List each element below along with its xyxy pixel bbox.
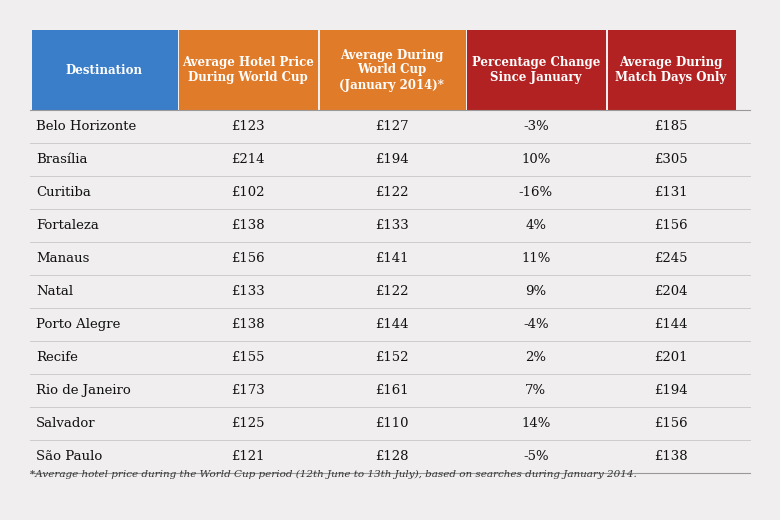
Text: Manaus: Manaus <box>36 252 90 265</box>
Text: £122: £122 <box>375 186 409 199</box>
Text: Average Hotel Price
During World Cup: Average Hotel Price During World Cup <box>182 56 314 84</box>
Text: £123: £123 <box>231 120 264 133</box>
Text: £122: £122 <box>375 285 409 298</box>
Text: Average During
World Cup
(January 2014)*: Average During World Cup (January 2014)* <box>339 48 445 92</box>
Text: £133: £133 <box>375 219 409 232</box>
Text: £161: £161 <box>375 384 409 397</box>
Text: 10%: 10% <box>521 153 551 166</box>
Text: £141: £141 <box>375 252 409 265</box>
Text: Curitiba: Curitiba <box>36 186 91 199</box>
Text: £144: £144 <box>654 318 687 331</box>
Bar <box>608 30 736 110</box>
Text: 14%: 14% <box>521 417 551 430</box>
Text: £125: £125 <box>231 417 264 430</box>
Text: £204: £204 <box>654 285 687 298</box>
Text: £102: £102 <box>231 186 264 199</box>
Text: Rio de Janeiro: Rio de Janeiro <box>36 384 131 397</box>
Text: £110: £110 <box>375 417 409 430</box>
Text: 4%: 4% <box>525 219 546 232</box>
Text: £121: £121 <box>231 450 264 463</box>
Bar <box>179 30 318 110</box>
Text: £201: £201 <box>654 351 687 364</box>
Text: £245: £245 <box>654 252 687 265</box>
Text: £305: £305 <box>654 153 688 166</box>
Text: £173: £173 <box>231 384 264 397</box>
Text: -16%: -16% <box>519 186 553 199</box>
Text: Recife: Recife <box>36 351 78 364</box>
Text: 7%: 7% <box>525 384 546 397</box>
Text: -3%: -3% <box>523 120 548 133</box>
Text: £214: £214 <box>231 153 264 166</box>
Text: £128: £128 <box>375 450 409 463</box>
Text: £156: £156 <box>231 252 264 265</box>
Text: £138: £138 <box>654 450 688 463</box>
Text: £127: £127 <box>375 120 409 133</box>
Text: £156: £156 <box>654 417 688 430</box>
Text: Natal: Natal <box>36 285 73 298</box>
Text: Percentage Change
Since January: Percentage Change Since January <box>472 56 600 84</box>
Bar <box>467 30 606 110</box>
Text: £155: £155 <box>231 351 264 364</box>
Text: £185: £185 <box>654 120 687 133</box>
Text: £194: £194 <box>375 153 409 166</box>
Text: 9%: 9% <box>525 285 546 298</box>
Text: £138: £138 <box>231 318 264 331</box>
Text: Porto Alegre: Porto Alegre <box>36 318 120 331</box>
Text: £131: £131 <box>654 186 688 199</box>
Bar <box>31 30 178 110</box>
Text: £152: £152 <box>375 351 409 364</box>
Text: Average During
Match Days Only: Average During Match Days Only <box>615 56 726 84</box>
Text: Belo Horizonte: Belo Horizonte <box>36 120 136 133</box>
Text: Fortaleza: Fortaleza <box>36 219 99 232</box>
Text: Destination: Destination <box>66 63 142 76</box>
Text: £144: £144 <box>375 318 409 331</box>
Text: São Paulo: São Paulo <box>36 450 102 463</box>
Text: -4%: -4% <box>523 318 548 331</box>
Text: £194: £194 <box>654 384 688 397</box>
Text: Brasília: Brasília <box>36 153 87 166</box>
Text: Salvador: Salvador <box>36 417 96 430</box>
Text: *Average hotel price during the World Cup period (12th June to 13th July), based: *Average hotel price during the World Cu… <box>30 470 636 479</box>
Bar <box>320 30 466 110</box>
Text: 11%: 11% <box>521 252 551 265</box>
Text: -5%: -5% <box>523 450 548 463</box>
Text: £156: £156 <box>654 219 688 232</box>
Text: 2%: 2% <box>525 351 546 364</box>
Text: £138: £138 <box>231 219 264 232</box>
Text: £133: £133 <box>231 285 264 298</box>
